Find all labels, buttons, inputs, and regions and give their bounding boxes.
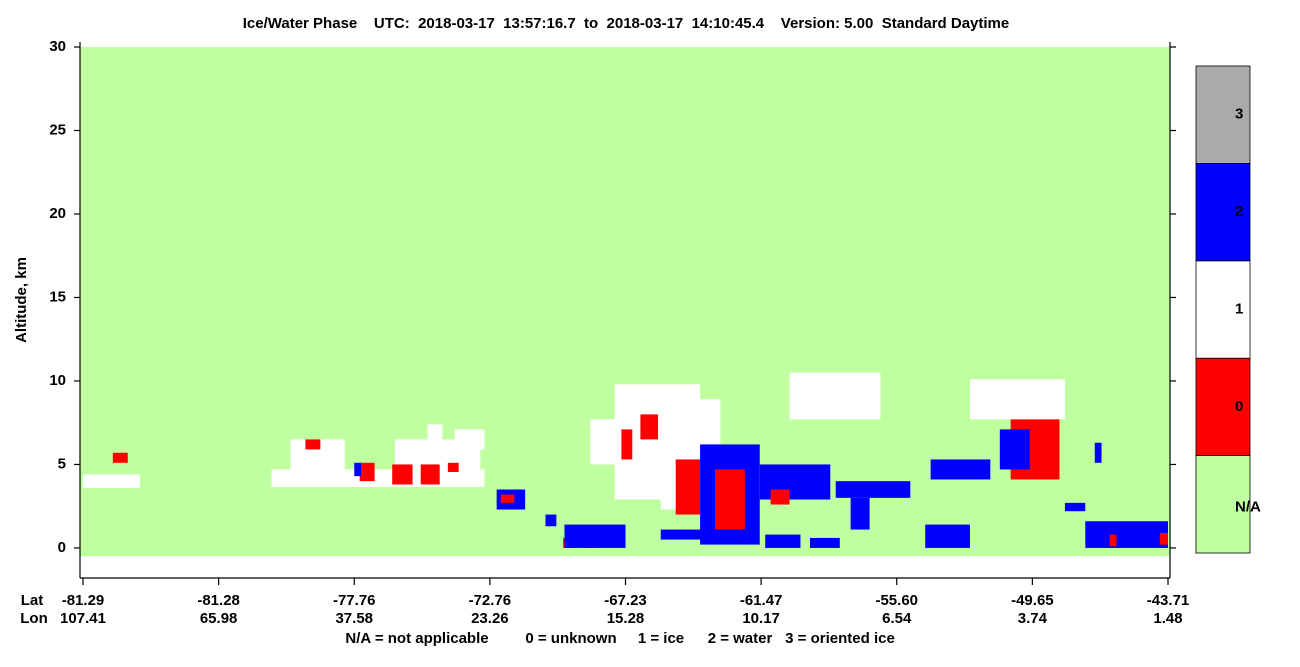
phase-feature xyxy=(675,459,701,515)
phase-feature xyxy=(392,464,413,485)
colorbar-label: 3 xyxy=(1235,106,1243,123)
phase-feature xyxy=(271,469,485,487)
phase-feature xyxy=(759,464,831,500)
phase-feature xyxy=(354,462,362,477)
x-tick-label: -81.28 xyxy=(197,592,240,609)
footnote-item: 1 = ice xyxy=(638,630,684,647)
x-tick-label: -43.71 xyxy=(1147,592,1190,609)
phase-feature xyxy=(359,462,375,482)
y-tick-label: 10 xyxy=(49,372,66,389)
phase-feature xyxy=(850,497,870,530)
colorbar-swatch xyxy=(1195,455,1251,554)
phase-feature xyxy=(1064,502,1086,512)
phase-feature xyxy=(1094,442,1102,463)
footnote-item: N/A = not applicable xyxy=(345,630,488,647)
x-row-label: Lat xyxy=(21,592,44,609)
colorbar-label: 0 xyxy=(1235,398,1243,415)
chart-title: Ice/Water Phase UTC: 2018-03-17 13:57:16… xyxy=(243,15,1009,32)
phase-feature xyxy=(640,414,659,440)
phase-feature xyxy=(564,524,626,548)
colorbar-swatch xyxy=(1195,357,1251,457)
footnote-item: 0 = unknown xyxy=(525,630,616,647)
footnote-item: 3 = oriented ice xyxy=(785,630,895,647)
y-tick-label: 20 xyxy=(49,205,66,222)
x-tick-label: -67.23 xyxy=(604,592,647,609)
phase-feature xyxy=(809,537,840,548)
y-axis-label: Altitude, km xyxy=(13,257,30,343)
phase-feature xyxy=(305,439,321,450)
phase-feature xyxy=(500,494,515,503)
colorbar-label: 1 xyxy=(1235,300,1243,317)
phase-feature xyxy=(999,429,1030,470)
y-tick-label: 30 xyxy=(49,38,66,55)
phase-feature xyxy=(925,524,970,548)
x-tick-label: -72.76 xyxy=(469,592,512,609)
phase-feature xyxy=(789,372,881,420)
x-tick-label: 10.17 xyxy=(742,610,780,627)
phase-feature xyxy=(545,514,557,527)
phase-feature xyxy=(660,529,721,540)
x-tick-label: -81.29 xyxy=(62,592,105,609)
y-tick-label: 5 xyxy=(58,455,66,472)
x-tick-label: 107.41 xyxy=(60,610,106,627)
phase-feature xyxy=(1159,532,1168,545)
x-tick-label: 37.58 xyxy=(335,610,373,627)
phase-feature xyxy=(1109,534,1117,547)
footnote-item: 2 = water xyxy=(708,630,773,647)
colorbar-label: 2 xyxy=(1235,203,1243,220)
phase-feature xyxy=(420,464,440,485)
phase-feature xyxy=(765,534,801,548)
x-row-label: Lon xyxy=(20,610,48,627)
x-tick-label: 1.48 xyxy=(1153,610,1182,627)
colorbar-label: N/A xyxy=(1235,498,1261,515)
phase-feature xyxy=(715,469,745,530)
phase-feature xyxy=(590,419,615,465)
phase-feature xyxy=(930,459,991,480)
x-tick-label: 6.54 xyxy=(882,610,912,627)
colorbar-swatch xyxy=(1195,162,1251,262)
colorbar-swatch xyxy=(1195,65,1251,164)
x-tick-label: 23.26 xyxy=(471,610,509,627)
y-tick-label: 0 xyxy=(58,539,66,556)
phase-feature xyxy=(969,379,1065,420)
x-tick-label: -49.65 xyxy=(1011,592,1054,609)
y-tick-label: 15 xyxy=(49,288,66,305)
phase-feature xyxy=(835,481,911,498)
phase-feature xyxy=(1085,521,1168,548)
x-tick-label: 3.74 xyxy=(1018,610,1048,627)
phase-feature xyxy=(427,424,443,440)
x-tick-label: -77.76 xyxy=(333,592,376,609)
x-tick-label: -61.47 xyxy=(740,592,783,609)
x-tick-label: 15.28 xyxy=(607,610,645,627)
phase-feature xyxy=(454,429,485,450)
phase-feature xyxy=(83,474,140,488)
phase-feature xyxy=(447,462,459,472)
phase-feature xyxy=(112,452,128,463)
y-tick-label: 25 xyxy=(49,121,66,138)
phase-feature xyxy=(770,489,790,505)
x-tick-label: -55.60 xyxy=(875,592,918,609)
x-tick-label: 65.98 xyxy=(200,610,238,627)
phase-feature xyxy=(621,429,633,460)
colorbar-swatch xyxy=(1195,260,1251,359)
